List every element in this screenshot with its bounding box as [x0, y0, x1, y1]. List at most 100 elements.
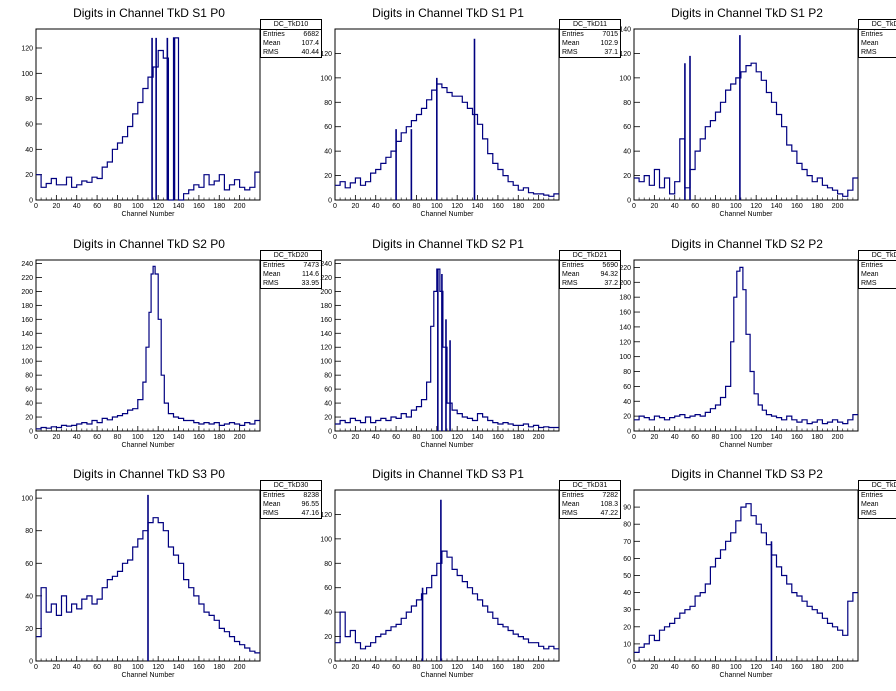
x-tick-label: 140	[173, 203, 185, 210]
stats-label: RMS	[861, 49, 877, 56]
x-tick-label: 140	[173, 434, 185, 441]
x-tick-label: 0	[632, 664, 636, 671]
y-tick-label: 120	[21, 345, 33, 352]
stats-row: Mean99.06	[859, 39, 896, 48]
x-tick-label: 100	[730, 203, 742, 210]
stats-label: RMS	[263, 49, 279, 56]
x-tick-label: 0	[34, 434, 38, 441]
x-tick-label: 60	[392, 664, 400, 671]
histogram-plot: 0 20 40 60 80 100 120 140 160 180 200 0 20 40 60 80 100 1…	[619, 27, 859, 218]
stats-label: Entries	[861, 262, 883, 269]
stats-label: Mean	[263, 501, 281, 508]
stats-label: Entries	[861, 492, 883, 499]
x-tick-label: 0	[34, 664, 38, 671]
x-tick-label: 80	[413, 664, 421, 671]
stats-label: Mean	[562, 501, 580, 508]
x-tick-label: 20	[52, 203, 60, 210]
x-axis-title: Channel Number	[122, 672, 176, 679]
stats-row: Mean 94.32	[560, 270, 620, 279]
y-tick-label: 140	[619, 27, 631, 34]
y-tick-label: 40	[324, 401, 332, 408]
y-tick-label: 120	[320, 51, 332, 58]
x-tick-label: 60	[93, 664, 101, 671]
histogram-pad: Digits in Channel TkD S2 P2 0 20 40 60 80 100 1…	[598, 231, 896, 461]
x-axis-title: Channel Number	[720, 672, 774, 679]
x-tick-label: 60	[392, 203, 400, 210]
y-tick-label: 40	[623, 149, 631, 156]
y-tick-label: 0	[29, 429, 33, 436]
histogram-line	[335, 83, 559, 197]
y-tick-label: 160	[320, 317, 332, 324]
plot-frame	[334, 259, 560, 432]
stats-row: Entries 7473	[261, 261, 321, 270]
x-tick-label: 0	[632, 434, 636, 441]
histogram-pad: Digits in Channel TkD S1 P2 0 20 40 60 80 100 1…	[598, 0, 896, 230]
plot-frame	[334, 489, 560, 662]
stats-name: DC_TkD20	[261, 251, 321, 261]
x-tick-label: 100	[730, 434, 742, 441]
stats-name: DC_TkD32	[859, 481, 896, 491]
y-tick-label: 20	[324, 634, 332, 641]
stats-value: 37.2	[604, 280, 618, 287]
x-tick-label: 140	[173, 664, 185, 671]
x-tick-label: 40	[372, 203, 380, 210]
x-tick-label: 160	[791, 664, 803, 671]
x-tick-label: 20	[52, 434, 60, 441]
y-tick-label: 20	[324, 415, 332, 422]
y-tick-label: 20	[623, 414, 631, 421]
x-tick-label: 20	[351, 434, 359, 441]
y-tick-label: 40	[324, 149, 332, 156]
y-tick-label: 80	[25, 96, 33, 103]
x-tick-label: 180	[512, 664, 524, 671]
histogram-line	[634, 503, 858, 653]
plot-frame	[35, 259, 261, 432]
stats-label: Entries	[562, 262, 584, 269]
chart-title: Digits in Channel TkD S2 P1	[372, 237, 524, 251]
y-tick-label: 220	[619, 265, 631, 272]
histogram-pad: Digits in Channel TkD S2 P1 0 20 40 60 80 100 1…	[299, 231, 621, 461]
histogram-line	[335, 550, 559, 650]
histogram-plot: 0 20 40 60 80 100 120 140 160 180 200 0 20 40 60 80 100 1…	[320, 489, 560, 679]
x-tick-label: 0	[34, 203, 38, 210]
y-tick-label: 120	[320, 512, 332, 519]
x-axis-title: Channel Number	[122, 211, 176, 218]
y-tick-label: 100	[320, 359, 332, 366]
x-tick-label: 180	[213, 434, 225, 441]
chart-title: Digits in Channel TkD S3 P1	[372, 467, 524, 481]
y-tick-label: 0	[328, 429, 332, 436]
x-tick-label: 120	[451, 203, 463, 210]
y-tick-label: 100	[320, 536, 332, 543]
stats-value: 96.55	[301, 501, 319, 508]
y-tick-label: 180	[320, 303, 332, 310]
x-tick-label: 60	[392, 434, 400, 441]
y-tick-label: 240	[320, 261, 332, 268]
stats-row: RMS 47.16	[261, 509, 321, 518]
plot-frame	[633, 28, 859, 201]
y-tick-label: 0	[627, 198, 631, 205]
stats-box: DC_TkD22Entries7360Mean100.9RMS40.67	[858, 250, 896, 289]
x-tick-label: 40	[73, 434, 81, 441]
x-tick-label: 20	[351, 203, 359, 210]
x-tick-label: 200	[234, 434, 246, 441]
histogram-plot: 0 20 40 60 80 100 120 140 160 180 200 0 20 40 60 80 100 1…	[320, 28, 560, 218]
x-tick-label: 160	[492, 434, 504, 441]
x-tick-label: 60	[691, 434, 699, 441]
histogram-plot: 0 20 40 60 80 100 120 140 160 180 200 0 20 40 60 80 100 1…	[320, 259, 560, 449]
y-tick-label: 0	[29, 198, 33, 205]
y-tick-label: 80	[324, 561, 332, 568]
y-tick-label: 40	[25, 147, 33, 154]
histogram-line	[634, 266, 858, 425]
histogram-pad: Digits in Channel TkD S1 P0 0 20 40 60 80 100 1…	[0, 0, 322, 230]
y-tick-label: 20	[324, 173, 332, 180]
stats-name: DC_TkD10	[261, 20, 321, 30]
x-tick-label: 160	[492, 203, 504, 210]
x-tick-label: 100	[431, 434, 443, 441]
x-tick-label: 100	[730, 664, 742, 671]
x-tick-label: 180	[213, 203, 225, 210]
y-tick-label: 100	[320, 75, 332, 82]
x-tick-label: 140	[472, 664, 484, 671]
x-axis-title: Channel Number	[720, 211, 774, 218]
